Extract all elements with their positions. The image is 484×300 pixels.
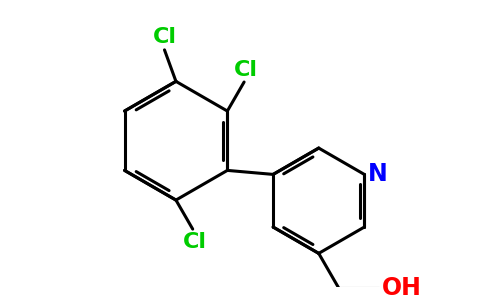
Text: Cl: Cl bbox=[182, 232, 207, 252]
Text: Cl: Cl bbox=[152, 27, 177, 47]
Text: Cl: Cl bbox=[234, 60, 258, 80]
Text: OH: OH bbox=[382, 276, 422, 300]
Text: N: N bbox=[368, 162, 388, 186]
